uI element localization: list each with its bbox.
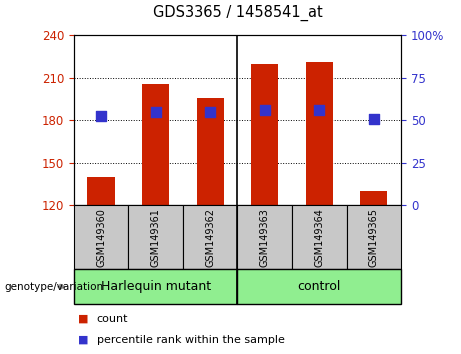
Bar	[306, 62, 333, 205]
Point	[152, 109, 159, 115]
Bar	[360, 191, 387, 205]
Text: genotype/variation: genotype/variation	[5, 282, 104, 292]
Bar	[88, 177, 115, 205]
Text: percentile rank within the sample: percentile rank within the sample	[97, 335, 285, 345]
Text: ■: ■	[78, 314, 89, 324]
Point	[370, 116, 378, 122]
Text: ■: ■	[78, 335, 89, 345]
Text: GSM149361: GSM149361	[151, 208, 160, 267]
FancyBboxPatch shape	[74, 205, 128, 269]
Point	[97, 113, 105, 119]
Text: GSM149364: GSM149364	[314, 208, 324, 267]
Point	[207, 109, 214, 115]
Text: Harlequin mutant: Harlequin mutant	[100, 280, 211, 293]
Text: control: control	[297, 280, 341, 293]
Text: GSM149365: GSM149365	[369, 208, 379, 267]
FancyBboxPatch shape	[237, 269, 401, 304]
Text: GDS3365 / 1458541_at: GDS3365 / 1458541_at	[153, 5, 322, 21]
Bar	[196, 98, 224, 205]
Text: GSM149362: GSM149362	[205, 208, 215, 267]
FancyBboxPatch shape	[183, 205, 237, 269]
Point	[315, 108, 323, 113]
Text: GSM149363: GSM149363	[260, 208, 270, 267]
FancyBboxPatch shape	[292, 205, 347, 269]
Point	[261, 108, 268, 113]
FancyBboxPatch shape	[128, 205, 183, 269]
FancyBboxPatch shape	[347, 205, 401, 269]
Text: count: count	[97, 314, 128, 324]
Bar	[251, 64, 278, 205]
Bar	[142, 84, 169, 205]
Text: GSM149360: GSM149360	[96, 208, 106, 267]
FancyBboxPatch shape	[74, 269, 237, 304]
FancyBboxPatch shape	[237, 205, 292, 269]
